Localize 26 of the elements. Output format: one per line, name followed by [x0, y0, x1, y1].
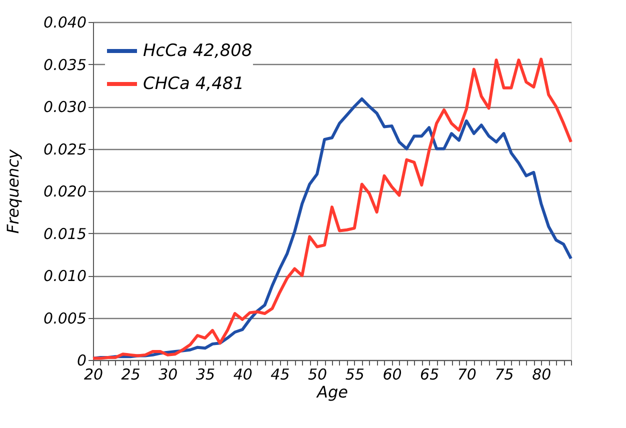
x-tick-label: 75: [494, 366, 514, 384]
y-tick-label: 0.025: [44, 140, 86, 158]
legend-label: CHCa 4,481: [143, 74, 244, 94]
y-tick-label: 0.010: [44, 267, 86, 285]
legend-label: HcCa 42,808: [143, 41, 252, 61]
x-tick-label: 70: [457, 366, 476, 384]
x-tick-label: 30: [158, 366, 178, 384]
x-tick-label: 45: [270, 366, 290, 384]
x-tick-label: 60: [382, 366, 402, 384]
x-tick-label: 55: [345, 366, 364, 384]
y-tick-label: 0.020: [44, 182, 86, 200]
x-tick-label: 50: [308, 366, 328, 384]
x-tick-label: 80: [532, 366, 552, 384]
y-tick-label: 0: [76, 352, 86, 370]
x-tick-label: 35: [196, 366, 216, 384]
x-axis-title: Age: [316, 382, 348, 402]
y-tick-label: 0.005: [44, 309, 86, 328]
x-tick-label: 25: [121, 366, 140, 384]
y-tick-label: 0.030: [44, 98, 86, 116]
x-tick-label: 65: [420, 366, 440, 384]
x-tick-label: 20: [84, 366, 104, 384]
x-tick-label: 40: [233, 366, 252, 384]
y-axis-title: Frequency: [4, 148, 23, 234]
y-tick-label: 0.015: [44, 224, 86, 243]
y-tick-label: 0.035: [44, 56, 86, 74]
y-tick-label: 0.040: [44, 14, 86, 32]
